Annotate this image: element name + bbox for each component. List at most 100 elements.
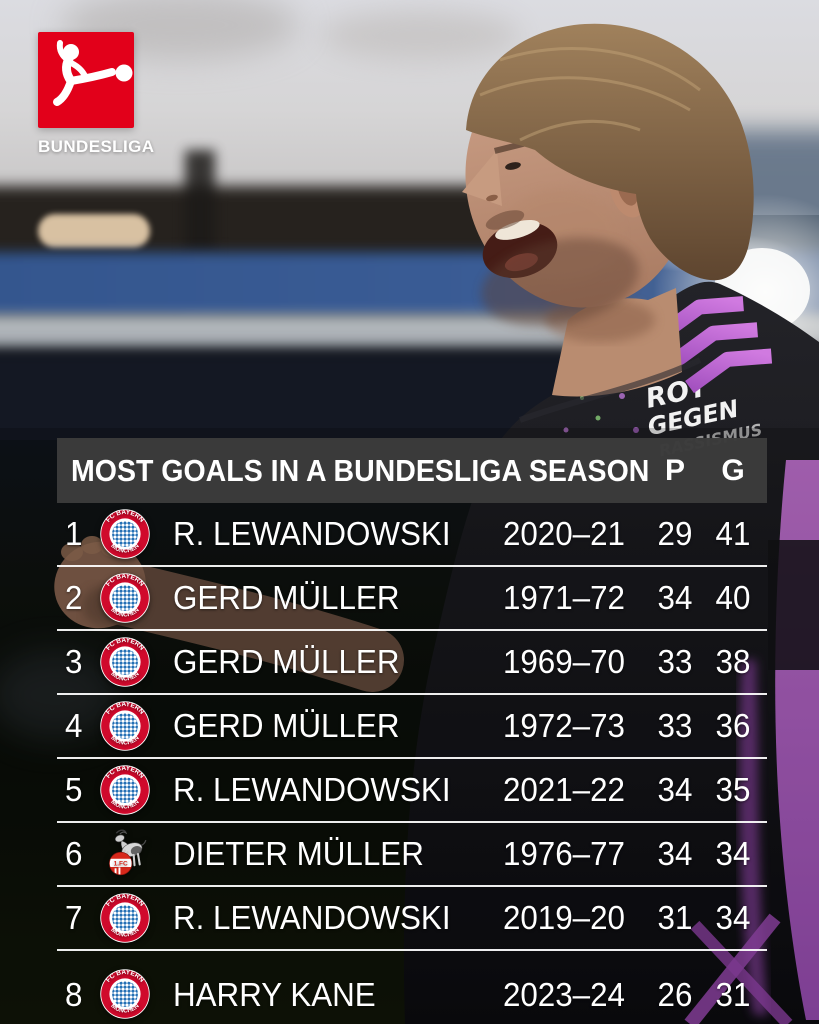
hair	[466, 23, 754, 281]
jersey-text-gegen: GEGEN	[645, 395, 741, 442]
table-row: 3 GERD MÜLLER 1969–70 33 38	[57, 631, 767, 695]
stadium-pillar	[185, 150, 215, 315]
collar-seam	[518, 357, 702, 423]
ear-inner	[617, 170, 639, 206]
eye	[505, 162, 521, 170]
stand-right-band	[690, 130, 819, 350]
open-mouth	[482, 219, 558, 278]
goals-value: 41	[715, 515, 751, 552]
bundesliga-logo-tile	[38, 32, 134, 128]
rank: 5	[65, 771, 83, 808]
table-row: 6 DIETER MÜLLER 1976–77 34 34	[57, 823, 767, 887]
bayern-crest-icon	[99, 508, 151, 560]
played-value: 29	[657, 515, 693, 552]
player-name: GERD MÜLLER	[173, 643, 400, 680]
rank: 8	[65, 976, 83, 1013]
played-value: 33	[657, 643, 693, 680]
played-value: 33	[657, 707, 693, 744]
played-value: 26	[657, 976, 693, 1013]
season: 2019–20	[502, 899, 625, 936]
bundesliga-logo-figure-icon	[53, 40, 133, 106]
nose	[462, 150, 502, 206]
table-rows: 1 R. LEWANDOWSKI 2020–21 29 41 2 GERD MÜ…	[57, 503, 767, 1024]
goals-value: 34	[715, 899, 751, 936]
rank: 3	[65, 643, 83, 680]
goals-value: 35	[715, 771, 751, 808]
column-header-goals: G	[721, 454, 745, 487]
goals-value: 34	[715, 835, 751, 872]
bayern-crest-icon	[99, 572, 151, 624]
rank: 6	[65, 835, 83, 872]
table-row: 4 GERD MÜLLER 1972–73 33 36	[57, 695, 767, 759]
bayern-crest-icon	[99, 968, 151, 1020]
played-value: 34	[657, 579, 693, 616]
purple-sleeve-edge	[775, 460, 819, 1020]
light-streak	[605, 232, 795, 272]
season: 1972–73	[502, 707, 625, 744]
bundesliga-wordmark: BUNDESLIGA	[38, 137, 155, 156]
neck-shadow	[545, 298, 655, 342]
sleeve-shadow	[768, 540, 819, 670]
season: 1969–70	[502, 643, 625, 680]
stadium-sign	[38, 214, 150, 248]
ball-icon	[115, 64, 133, 82]
player-name: DIETER MÜLLER	[173, 835, 424, 872]
player-name: R. LEWANDOWSKI	[173, 771, 451, 808]
table-row: 8 HARRY KANE 2023–24 26 31	[57, 951, 767, 1024]
season: 1976–77	[502, 835, 625, 872]
season: 1971–72	[502, 579, 625, 616]
table-row: 7 R. LEWANDOWSKI 2019–20 31 34	[57, 887, 767, 951]
season: 2020–21	[502, 515, 625, 552]
stand-blue-band	[0, 252, 819, 318]
stats-table: MOST GOALS IN A BUNDESLIGA SEASON P G 1 …	[57, 438, 767, 1024]
player-neck	[552, 288, 682, 397]
jersey-speckles	[563, 349, 675, 433]
bundesliga-logo: BUNDESLIGA	[38, 32, 155, 157]
table-row: 5 R. LEWANDOWSKI 2021–22 34 35	[57, 759, 767, 823]
moustache	[485, 210, 525, 230]
cheek-shading	[500, 190, 620, 280]
stand-light-band	[0, 314, 819, 352]
table-row: 1 R. LEWANDOWSKI 2020–21 29 41	[57, 503, 767, 567]
rank: 1	[65, 515, 83, 552]
nostril	[486, 194, 498, 202]
rank: 7	[65, 899, 83, 936]
beard-stubble	[481, 237, 639, 327]
player-name: HARRY KANE	[173, 976, 376, 1013]
eyebrow	[494, 140, 525, 154]
season: 2023–24	[502, 976, 625, 1013]
table-title: MOST GOALS IN A BUNDESLIGA SEASON	[71, 453, 650, 488]
player-name: GERD MÜLLER	[173, 579, 400, 616]
goals-value: 36	[715, 707, 751, 744]
goals-value: 31	[715, 976, 751, 1013]
jersey-shoulder-stripes	[656, 296, 773, 394]
sky-smudge	[320, 10, 520, 60]
floodlight-core	[714, 248, 810, 332]
table-row: 2 GERD MÜLLER 1971–72 34 40	[57, 567, 767, 631]
player-name: R. LEWANDOWSKI	[173, 899, 451, 936]
season: 2021–22	[502, 771, 625, 808]
player-name: GERD MÜLLER	[173, 707, 400, 744]
floodlight-glow	[653, 194, 819, 390]
rank: 4	[65, 707, 83, 744]
goals-value: 38	[715, 643, 751, 680]
rank: 2	[65, 579, 83, 616]
hair-highlights	[479, 47, 701, 142]
bayern-crest-icon	[99, 764, 151, 816]
played-value: 34	[657, 835, 693, 872]
player-face	[465, 52, 691, 308]
table-header: MOST GOALS IN A BUNDESLIGA SEASON P G	[57, 438, 767, 503]
bayern-crest-icon	[99, 892, 151, 944]
goals-value: 40	[715, 579, 751, 616]
played-value: 34	[657, 771, 693, 808]
bayern-crest-icon	[99, 636, 151, 688]
koeln-crest-icon	[99, 828, 151, 880]
played-value: 31	[657, 899, 693, 936]
ear	[609, 158, 647, 218]
column-header-played: P	[664, 454, 685, 487]
player-name: R. LEWANDOWSKI	[173, 515, 451, 552]
stadium-roof-band	[0, 186, 660, 258]
jersey-text-rot: ROT	[643, 371, 713, 415]
bayern-crest-icon	[99, 700, 151, 752]
